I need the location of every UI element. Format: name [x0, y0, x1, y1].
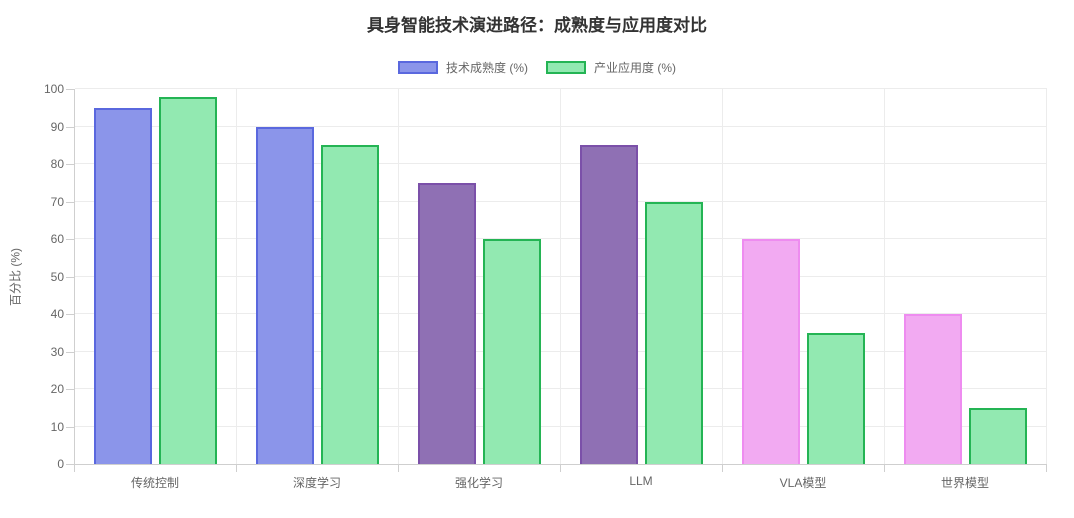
y-tick-label: 30 — [50, 344, 64, 359]
y-tick-mark — [66, 89, 74, 90]
category-group — [399, 89, 561, 464]
bar[interactable] — [580, 145, 638, 464]
x-tick-mark — [1046, 464, 1047, 472]
category-group — [237, 89, 399, 464]
x-tick-mark — [722, 464, 723, 472]
legend-swatch — [398, 61, 438, 74]
x-tick-mark — [74, 464, 75, 472]
bar[interactable] — [969, 407, 1027, 464]
y-tick-mark — [66, 426, 74, 428]
x-tick-label: 传统控制 — [130, 476, 179, 490]
bar[interactable] — [645, 201, 703, 464]
legend-swatch — [546, 61, 586, 74]
y-tick-mark — [66, 201, 74, 203]
y-tick-mark — [66, 314, 74, 315]
gridline — [75, 238, 1047, 239]
bar[interactable] — [321, 145, 379, 464]
category-group — [75, 89, 237, 464]
x-tick-mark — [236, 464, 237, 472]
gridline — [75, 125, 1047, 127]
gridline — [75, 88, 1047, 89]
category-group — [723, 89, 885, 464]
y-tick-label: 80 — [50, 157, 64, 171]
bar[interactable] — [159, 96, 217, 464]
legend-label: 产业应用度 (%) — [594, 61, 676, 75]
x-tick-label: 强化学习 — [454, 476, 503, 490]
y-tick-label: 20 — [50, 382, 64, 396]
bar[interactable] — [483, 239, 541, 464]
gridline — [75, 350, 1047, 352]
x-tick-label: VLA模型 — [779, 476, 827, 490]
gridline — [75, 425, 1047, 427]
bar[interactable] — [742, 239, 800, 464]
bar[interactable] — [807, 332, 865, 464]
bar[interactable] — [256, 126, 314, 464]
y-tick-label: 90 — [50, 119, 64, 134]
legend-item[interactable]: 产业应用度 (%) — [546, 59, 676, 76]
x-tick-mark — [398, 464, 399, 472]
y-tick-label: 0 — [57, 457, 64, 471]
y-tick-mark — [66, 276, 74, 278]
gridline — [75, 275, 1047, 277]
x-tick-label: LLM — [629, 474, 653, 488]
bar[interactable] — [418, 182, 476, 464]
y-tick-mark — [66, 351, 74, 353]
gridline — [75, 200, 1047, 202]
legend-item[interactable]: 技术成熟度 (%) — [398, 59, 528, 76]
y-tick-label: 10 — [50, 419, 64, 434]
x-tick-label: 深度学习 — [292, 476, 341, 490]
y-tick-label: 40 — [50, 307, 64, 321]
category-group — [885, 89, 1047, 464]
gridline — [75, 313, 1047, 314]
x-tick-mark — [884, 464, 885, 472]
plot-area — [74, 88, 1047, 465]
legend-label: 技术成熟度 (%) — [446, 61, 528, 75]
x-axis: 传统控制 深度学习 强化学习 LLM VLA模型 世界模型 — [74, 474, 1046, 491]
gridline — [75, 163, 1047, 164]
y-tick-mark — [66, 126, 74, 128]
y-tick-label: 60 — [50, 232, 64, 246]
chart-title: 具身智能技术演进路径：成熟度与应用度对比 — [367, 16, 707, 35]
x-tick-label: 世界模型 — [940, 476, 989, 490]
y-tick-label: 50 — [50, 269, 64, 284]
x-tick-mark — [560, 464, 561, 472]
y-tick-mark — [66, 464, 74, 465]
y-tick-label: 100 — [43, 82, 64, 96]
y-tick-label: 70 — [50, 194, 64, 209]
y-tick-mark — [66, 164, 74, 165]
legend: 技术成熟度 (%) 产业应用度 (%) — [0, 59, 1074, 76]
bar[interactable] — [904, 314, 962, 464]
category-group — [561, 89, 723, 464]
y-tick-mark — [66, 239, 74, 240]
gridline — [75, 388, 1047, 389]
bar[interactable] — [94, 107, 152, 464]
y-tick-mark — [66, 389, 74, 390]
